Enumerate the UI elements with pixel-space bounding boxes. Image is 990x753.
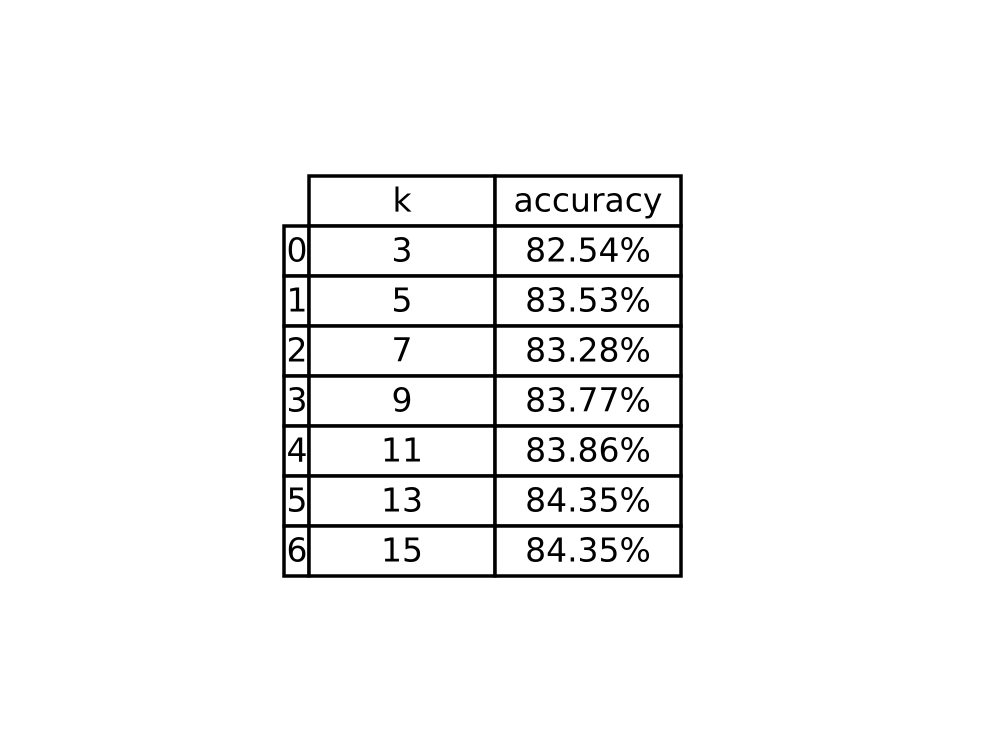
table-cell-value: 84.35%: [525, 531, 651, 570]
table-cell-value: 83.86%: [525, 431, 651, 470]
table-cell-value: 83.53%: [525, 281, 651, 320]
row-index-label: 4: [287, 431, 308, 470]
table-cell-value: 15: [381, 531, 423, 570]
row-index-label: 0: [287, 231, 308, 270]
table-cell-value: 7: [392, 331, 413, 370]
table-cell-value: 5: [392, 281, 413, 320]
row-index-label: 5: [287, 481, 308, 520]
table-cell: [307, 524, 497, 578]
column-header-accuracy: accuracy: [514, 181, 663, 220]
row-index-label: 6: [287, 531, 308, 570]
row-index-cell: [282, 524, 311, 578]
table-cell-value: 82.54%: [525, 231, 651, 270]
row-index-label: 2: [287, 331, 308, 370]
table-cell: [493, 524, 683, 578]
table-cell: [307, 324, 497, 378]
table-cell-value: 13: [381, 481, 423, 520]
table-cell: [493, 474, 683, 528]
table-cell: [493, 424, 683, 478]
table-cell-value: 9: [392, 381, 413, 420]
table-cell: [307, 474, 497, 528]
table-cell: [307, 424, 497, 478]
table-cell-value: 84.35%: [525, 481, 651, 520]
table-cell-value: 3: [392, 231, 413, 270]
row-index-label: 3: [287, 381, 308, 420]
table-cell-value: 83.77%: [525, 381, 651, 420]
table-cell-value: 11: [381, 431, 423, 470]
table-cell-value: 83.28%: [525, 331, 651, 370]
table-cell: [493, 374, 683, 428]
table-cell: [493, 274, 683, 328]
table-cell: [493, 324, 683, 378]
row-index-label: 1: [287, 281, 308, 320]
column-header-k: k: [392, 181, 412, 220]
